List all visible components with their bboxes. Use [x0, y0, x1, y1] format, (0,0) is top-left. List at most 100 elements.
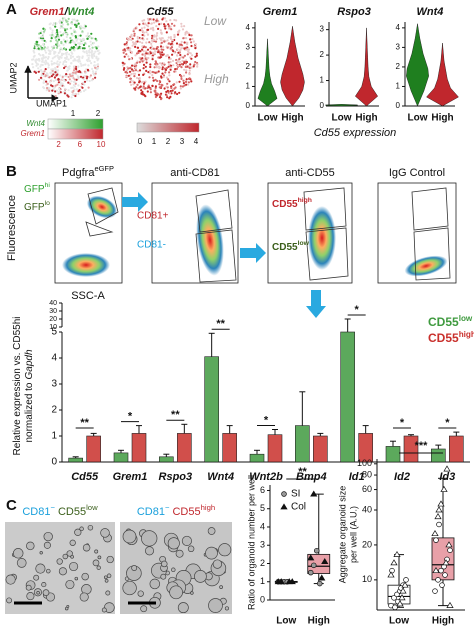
umap-cell — [31, 66, 35, 69]
umap-cell — [39, 54, 42, 57]
umap-cell — [175, 42, 179, 45]
umap-cell — [77, 34, 80, 37]
violin — [325, 104, 358, 107]
organoid — [219, 585, 223, 589]
umap-cell — [93, 54, 96, 58]
organoid — [169, 585, 183, 600]
legend-entry: CD55high — [428, 330, 474, 345]
organoid — [106, 555, 114, 564]
umap-cell — [165, 31, 168, 34]
data-point — [401, 581, 409, 588]
data-point — [318, 574, 326, 581]
umap-cell — [182, 56, 185, 59]
umap-cell — [168, 71, 171, 74]
gate-label-sup: high — [298, 197, 312, 204]
umap-cell — [163, 40, 166, 43]
flow-title: IgG Control — [389, 167, 445, 179]
umap-cell — [144, 46, 147, 49]
umap-cell — [67, 58, 70, 61]
umap-cell — [157, 93, 160, 96]
y-tick-label: 3 — [260, 540, 265, 550]
umap-cell — [50, 62, 54, 65]
data-point — [391, 595, 397, 601]
umap-cell — [78, 45, 81, 48]
umap-cell — [134, 72, 137, 75]
data-point — [317, 580, 323, 587]
umap-cell — [49, 40, 52, 43]
umap-cell — [63, 17, 66, 20]
x-tick-label: Id3 — [439, 471, 455, 483]
umap-cell — [140, 92, 143, 95]
umap-cell — [62, 43, 65, 46]
y-tick-label: 0 — [246, 101, 251, 110]
umap-cell — [188, 64, 191, 67]
organoid — [187, 545, 195, 553]
gate-label: CD81+ — [137, 211, 169, 222]
umap-cell — [141, 60, 144, 63]
umap-cell — [61, 78, 64, 81]
umap-cell — [84, 42, 87, 45]
umap-cell — [62, 26, 65, 29]
umap-cell — [148, 69, 152, 72]
umap-cell — [158, 83, 161, 86]
umap-cell — [96, 58, 99, 61]
umap-cell — [138, 76, 141, 79]
umap-cell — [141, 41, 144, 45]
umap-cell — [55, 89, 59, 92]
umap-cell — [161, 53, 164, 57]
umap-cell — [87, 86, 90, 89]
umap-cell — [49, 27, 52, 30]
umap-cell — [63, 79, 66, 82]
umap-cell — [47, 64, 50, 67]
umap-cell — [55, 39, 58, 42]
umap-cell — [169, 19, 172, 22]
umap-cell — [167, 78, 170, 81]
umap-cell — [67, 81, 70, 84]
umap-cell — [46, 82, 49, 85]
bar — [204, 356, 219, 463]
data-point — [390, 559, 398, 566]
umap-cell — [168, 97, 171, 100]
umap-cell — [155, 71, 158, 74]
umap-title-b: Wnt4 — [68, 6, 95, 18]
umap-cell — [44, 51, 48, 54]
umap-cell — [167, 27, 170, 30]
umap-cell — [178, 80, 181, 83]
umap-cell — [34, 44, 37, 47]
legend-tick: 2 — [56, 140, 61, 149]
umap-cell — [131, 41, 135, 44]
umap-cell — [69, 27, 72, 30]
legend-tick: 1 — [71, 109, 76, 118]
gate — [411, 187, 449, 231]
organoid — [137, 590, 144, 597]
organoid — [218, 543, 232, 557]
legend-entry-sup: high — [459, 330, 474, 339]
umap-cell — [81, 38, 84, 42]
umap-cell — [158, 66, 161, 69]
image-label-b: CD55 — [172, 506, 200, 518]
umap-cell — [148, 86, 151, 89]
x-tick-label: Low — [408, 113, 428, 124]
umap-cell — [183, 68, 186, 71]
umap-cell — [77, 92, 80, 96]
umap-cell — [124, 70, 128, 73]
umap-cell — [134, 54, 137, 57]
umap-cell — [166, 96, 169, 99]
umap-cell — [66, 69, 69, 72]
y-tick-label: 2 — [51, 405, 57, 416]
umap-cell — [152, 71, 155, 74]
umap-cell — [51, 57, 54, 60]
gate — [303, 187, 347, 231]
umap-cell — [142, 30, 145, 33]
umap-cell — [33, 70, 36, 73]
umap-cell — [169, 25, 172, 28]
legend-entry: CD55low — [428, 314, 473, 329]
umap-cell — [151, 34, 154, 37]
umap-cell — [40, 48, 44, 51]
umap-cell — [182, 74, 185, 77]
umap-cell — [179, 48, 182, 52]
umap-cell — [65, 75, 68, 78]
gate-label: GFPlo — [24, 200, 50, 213]
gate-label-sup: lo — [45, 200, 51, 207]
umap-cell — [139, 29, 142, 32]
